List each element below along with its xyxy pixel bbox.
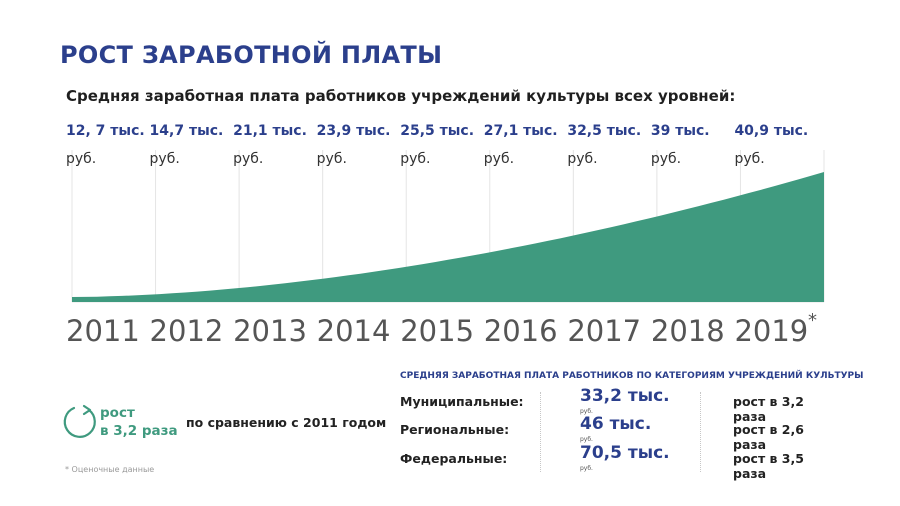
footnote: * Оценочные данные <box>65 465 155 474</box>
growth-line-1: рост <box>100 405 135 421</box>
year-label-2013: 2013 <box>233 314 307 348</box>
year-label-2011: 2011 <box>66 314 140 348</box>
value-labels: 12, 7 тыс. руб. 14,7 тыс. руб. 21,1 тыс. руб.… <box>66 123 808 167</box>
year-labels: 2011 2012 2013 2014 2015 2016 2017 2018 2019 * <box>66 310 817 348</box>
growth-line-2: в 3,2 раза <box>100 423 178 439</box>
value-label-2012: 14,7 тыс. <box>150 123 224 139</box>
circular-arrow-icon <box>63 404 96 438</box>
year-label-2015: 2015 <box>400 314 474 348</box>
year-label-2012: 2012 <box>150 314 224 348</box>
value-label-2015: 25,5 тыс. <box>400 123 474 139</box>
year-label-2018: 2018 <box>651 314 725 348</box>
value-label-2013: 21,1 тыс. <box>233 123 307 139</box>
unit-label-2011: руб. <box>66 151 96 167</box>
category-name: Муниципальные: <box>400 394 524 409</box>
category-value: 33,2 тыс. <box>580 386 670 406</box>
category-name: Региональные: <box>400 422 510 437</box>
value-label-2014: 23,9 тыс. <box>317 123 391 139</box>
dotted-divider <box>700 392 701 472</box>
year-label-2017: 2017 <box>567 314 641 348</box>
category-value: 70,5 тыс. <box>580 443 670 463</box>
value-label-2018: 39 тыс. <box>651 123 710 139</box>
page-title: РОСТ ЗАРАБОТНОЙ ПЛАТЫ <box>60 41 443 69</box>
unit-label-2012: руб. <box>150 151 180 167</box>
year-label-2019: 2019 <box>734 314 808 348</box>
category-row-federal: Федеральные: 70,5 тыс. руб. рост в 3,5 р… <box>400 443 840 481</box>
salary-area <box>72 172 824 302</box>
year-label-2014: 2014 <box>317 314 391 348</box>
category-growth: рост в 2,6 раза <box>733 422 804 452</box>
category-row-regional: Региональные: 46 тыс. руб. рост в 2,6 ра… <box>400 414 840 452</box>
category-growth: рост в 3,5 раза <box>733 451 804 481</box>
category-value: 46 тыс. <box>580 414 652 434</box>
category-row-municipal: Муниципальные: 33,2 тыс. руб. рост в 3,2… <box>400 386 840 424</box>
unit-label-2018: руб. <box>651 151 681 167</box>
value-label-2019: 40,9 тыс. <box>734 123 808 139</box>
year-label-2016: 2016 <box>484 314 558 348</box>
category-name: Федеральные: <box>400 451 508 466</box>
unit-label-2013: руб. <box>233 151 263 167</box>
estimate-asterisk: * <box>808 310 817 331</box>
unit-label-2019: руб. <box>734 151 764 167</box>
unit-label-2017: руб. <box>567 151 597 167</box>
growth-text: рост в 3,2 раза <box>100 404 178 440</box>
unit-label-2015: руб. <box>400 151 430 167</box>
dotted-divider <box>540 392 541 472</box>
value-label-2016: 27,1 тыс. <box>484 123 558 139</box>
chart-subtitle: Средняя заработная плата работников учре… <box>66 87 736 105</box>
category-unit: руб. <box>580 465 593 472</box>
category-unit: руб. <box>580 436 593 443</box>
category-unit: руб. <box>580 408 593 415</box>
value-label-2017: 32,5 тыс. <box>567 123 641 139</box>
categories-table-title: СРЕДНЯЯ ЗАРАБОТНАЯ ПЛАТА РАБОТНИКОВ ПО К… <box>400 371 864 381</box>
value-label-2011: 12, 7 тыс. <box>66 123 145 139</box>
growth-summary: рост в 3,2 раза <box>62 402 182 448</box>
unit-label-2016: руб. <box>484 151 514 167</box>
unit-label-2014: руб. <box>317 151 347 167</box>
growth-comparison: по сравнению с 2011 годом <box>186 415 387 430</box>
category-growth: рост в 3,2 раза <box>733 394 804 424</box>
